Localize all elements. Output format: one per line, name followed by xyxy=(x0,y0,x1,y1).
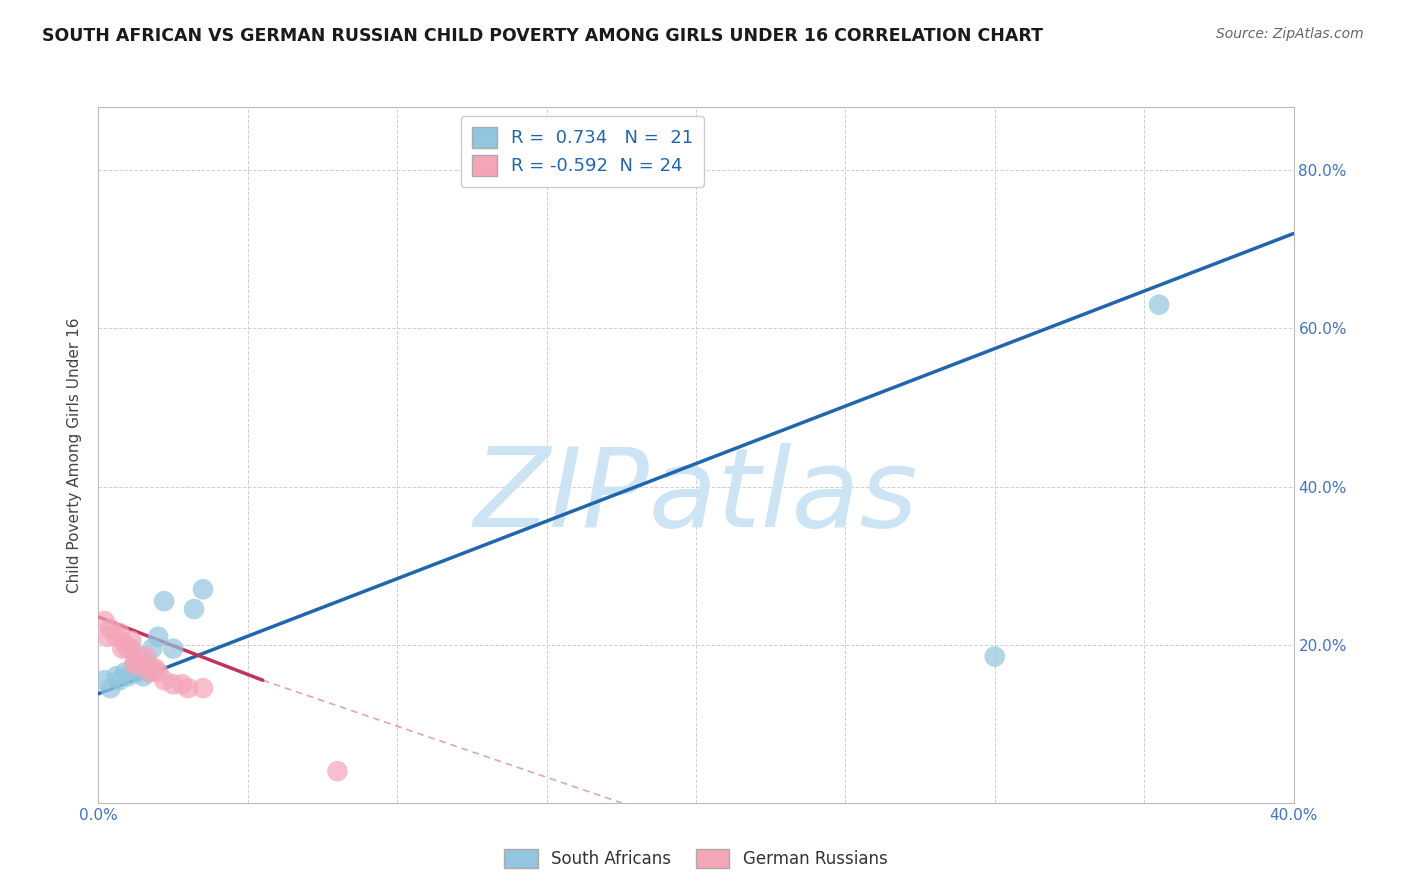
Point xyxy=(93,673,115,688)
Point xyxy=(129,649,152,664)
Legend: South Africans, German Russians: South Africans, German Russians xyxy=(498,842,894,874)
Point xyxy=(143,661,166,675)
Point xyxy=(135,649,157,664)
Point xyxy=(162,677,184,691)
Point xyxy=(191,681,214,695)
Point xyxy=(148,630,170,644)
Point xyxy=(172,677,194,691)
Point xyxy=(105,630,128,644)
Point xyxy=(141,661,163,675)
Point xyxy=(117,669,139,683)
Point xyxy=(183,602,205,616)
Point xyxy=(135,657,157,672)
Point xyxy=(114,665,136,680)
Point xyxy=(120,633,142,648)
Text: Source: ZipAtlas.com: Source: ZipAtlas.com xyxy=(1216,27,1364,41)
Point xyxy=(132,657,155,672)
Point xyxy=(138,665,160,680)
Point xyxy=(117,641,139,656)
Point xyxy=(138,665,160,680)
Point xyxy=(141,641,163,656)
Point xyxy=(111,641,134,656)
Point xyxy=(127,657,149,672)
Point xyxy=(124,657,146,672)
Y-axis label: Child Poverty Among Girls Under 16: Child Poverty Among Girls Under 16 xyxy=(67,318,83,592)
Point xyxy=(129,661,152,675)
Point xyxy=(1147,298,1170,312)
Point xyxy=(326,764,349,779)
Point xyxy=(96,630,118,644)
Point xyxy=(191,582,214,597)
Point xyxy=(120,641,142,656)
Point xyxy=(93,614,115,628)
Point xyxy=(100,622,122,636)
Text: ZIPatlas: ZIPatlas xyxy=(474,443,918,550)
Point xyxy=(127,665,149,680)
Point xyxy=(114,638,136,652)
Point xyxy=(124,657,146,672)
Point xyxy=(153,594,176,608)
Point xyxy=(148,665,170,680)
Point xyxy=(177,681,200,695)
Point xyxy=(984,649,1007,664)
Point xyxy=(108,673,131,688)
Text: SOUTH AFRICAN VS GERMAN RUSSIAN CHILD POVERTY AMONG GIRLS UNDER 16 CORRELATION C: SOUTH AFRICAN VS GERMAN RUSSIAN CHILD PO… xyxy=(42,27,1043,45)
Point xyxy=(108,625,131,640)
Point xyxy=(153,673,176,688)
Point xyxy=(105,669,128,683)
Point xyxy=(162,641,184,656)
Point xyxy=(132,669,155,683)
Point xyxy=(100,681,122,695)
